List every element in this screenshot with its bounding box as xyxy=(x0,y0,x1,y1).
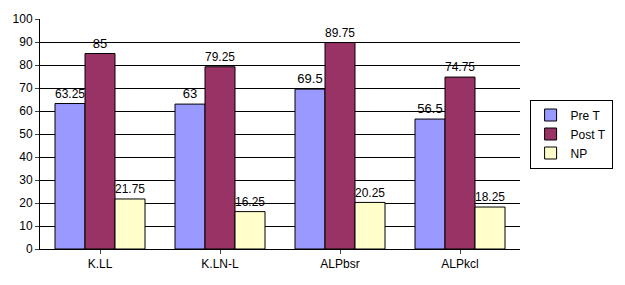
svg-text:16.25: 16.25 xyxy=(235,195,265,209)
svg-text:ALPkcl: ALPkcl xyxy=(441,257,478,271)
svg-text:63: 63 xyxy=(183,86,197,101)
svg-text:89.75: 89.75 xyxy=(325,26,355,40)
svg-text:18.25: 18.25 xyxy=(475,190,505,204)
svg-text:80: 80 xyxy=(19,58,33,72)
svg-text:85: 85 xyxy=(93,36,107,51)
svg-text:69.5: 69.5 xyxy=(297,71,322,86)
svg-text:10: 10 xyxy=(19,219,33,233)
svg-text:ALPbsr: ALPbsr xyxy=(320,257,359,271)
svg-text:0: 0 xyxy=(26,242,33,256)
svg-text:50: 50 xyxy=(19,127,33,141)
svg-text:100: 100 xyxy=(13,12,33,26)
svg-text:Post T: Post T xyxy=(571,128,606,142)
svg-text:21.75: 21.75 xyxy=(115,182,145,196)
svg-text:63.25: 63.25 xyxy=(55,87,85,101)
svg-text:56.5: 56.5 xyxy=(417,101,442,116)
svg-text:74.75: 74.75 xyxy=(445,60,475,74)
svg-text:20: 20 xyxy=(19,196,33,210)
svg-text:20.25: 20.25 xyxy=(355,186,385,200)
svg-text:30: 30 xyxy=(19,173,33,187)
svg-text:NP: NP xyxy=(571,147,588,161)
svg-text:79.25: 79.25 xyxy=(205,50,235,64)
svg-text:K.LL: K.LL xyxy=(88,257,113,271)
svg-text:Pre T: Pre T xyxy=(571,109,601,123)
svg-text:60: 60 xyxy=(19,104,33,118)
svg-text:K.LN-L: K.LN-L xyxy=(201,257,239,271)
svg-text:40: 40 xyxy=(19,150,33,164)
svg-text:90: 90 xyxy=(19,35,33,49)
svg-text:70: 70 xyxy=(19,81,33,95)
